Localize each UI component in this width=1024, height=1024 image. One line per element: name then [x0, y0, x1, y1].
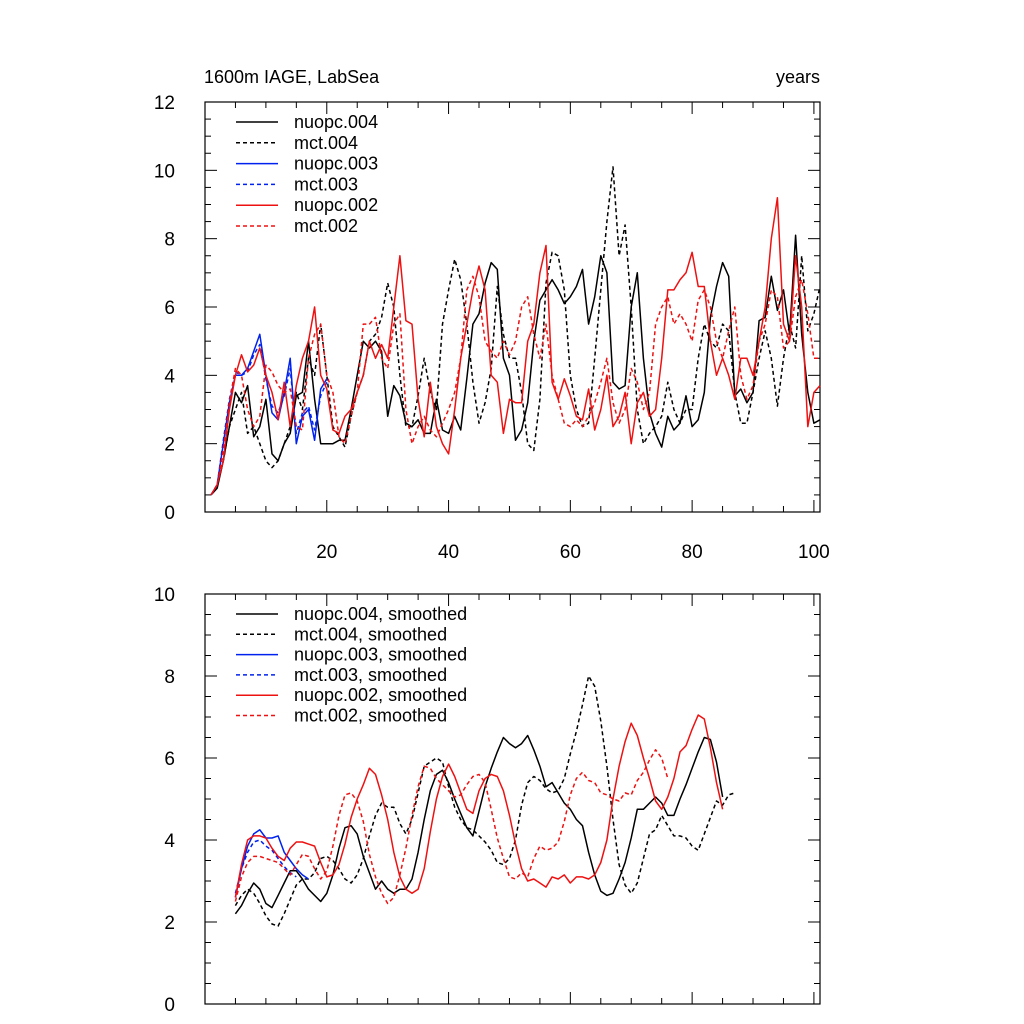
y-tick-label: 8 [164, 230, 175, 251]
legend-label: nuopc.003 [294, 154, 378, 174]
y-tick-label: 12 [154, 93, 175, 114]
y-tick-label: 10 [154, 161, 175, 182]
legend-label: nuopc.004, smoothed [294, 604, 467, 624]
series-line-nuopc-002 [210, 196, 821, 496]
series-line-nuopc-004-smoothed [234, 734, 724, 915]
x-tick-label: 80 [682, 542, 703, 563]
legend-label: mct.002 [294, 216, 358, 236]
y-tick-label: 2 [164, 435, 175, 456]
legend-label: mct.003 [294, 174, 358, 194]
chart-title: 1600m IAGE, LabSea [204, 67, 380, 87]
y-tick-label: 6 [164, 298, 175, 319]
series-line-mct-003-smoothed [234, 839, 297, 894]
x-tick-label: 60 [560, 542, 581, 563]
y-tick-label: 0 [164, 995, 175, 1016]
legend-label: nuopc.003, smoothed [294, 645, 467, 665]
series-line-mct-004 [210, 166, 821, 496]
legend-label: mct.004, smoothed [294, 624, 447, 644]
series-line-nuopc-004 [210, 234, 821, 496]
y-tick-label: 4 [164, 831, 175, 852]
y-tick-label: 6 [164, 749, 175, 770]
x-tick-label: 100 [798, 542, 830, 563]
top-chart-panel: 1600m IAGE, LabSea years 0 2 4 6 8 10 12 20 40 60… [154, 67, 830, 563]
y-tick-label: 8 [164, 667, 175, 688]
series-line-mct-004-smoothed [234, 675, 736, 927]
legend-label: mct.004 [294, 133, 358, 153]
series-line-mct-003 [210, 343, 328, 496]
x-tick-label: 20 [316, 542, 337, 563]
legend-label: mct.002, smoothed [294, 706, 447, 726]
legend-label: nuopc.002, smoothed [294, 685, 467, 705]
y-tick-label: 10 [154, 585, 175, 606]
series-line-nuopc-003-smoothed [234, 829, 309, 898]
legend-label: nuopc.002 [294, 195, 378, 215]
chart-units-label: years [776, 67, 820, 87]
x-tick-label: 40 [438, 542, 459, 563]
series-line-mct-002-smoothed [234, 749, 669, 905]
legend-label: mct.003, smoothed [294, 665, 447, 685]
series-line-mct-002 [210, 275, 820, 496]
y-tick-label: 4 [164, 366, 175, 387]
y-tick-label: 0 [164, 503, 175, 524]
series-line-nuopc-002-smoothed [234, 714, 724, 898]
y-tick-label: 2 [164, 913, 175, 934]
legend-label: nuopc.004 [294, 112, 378, 132]
